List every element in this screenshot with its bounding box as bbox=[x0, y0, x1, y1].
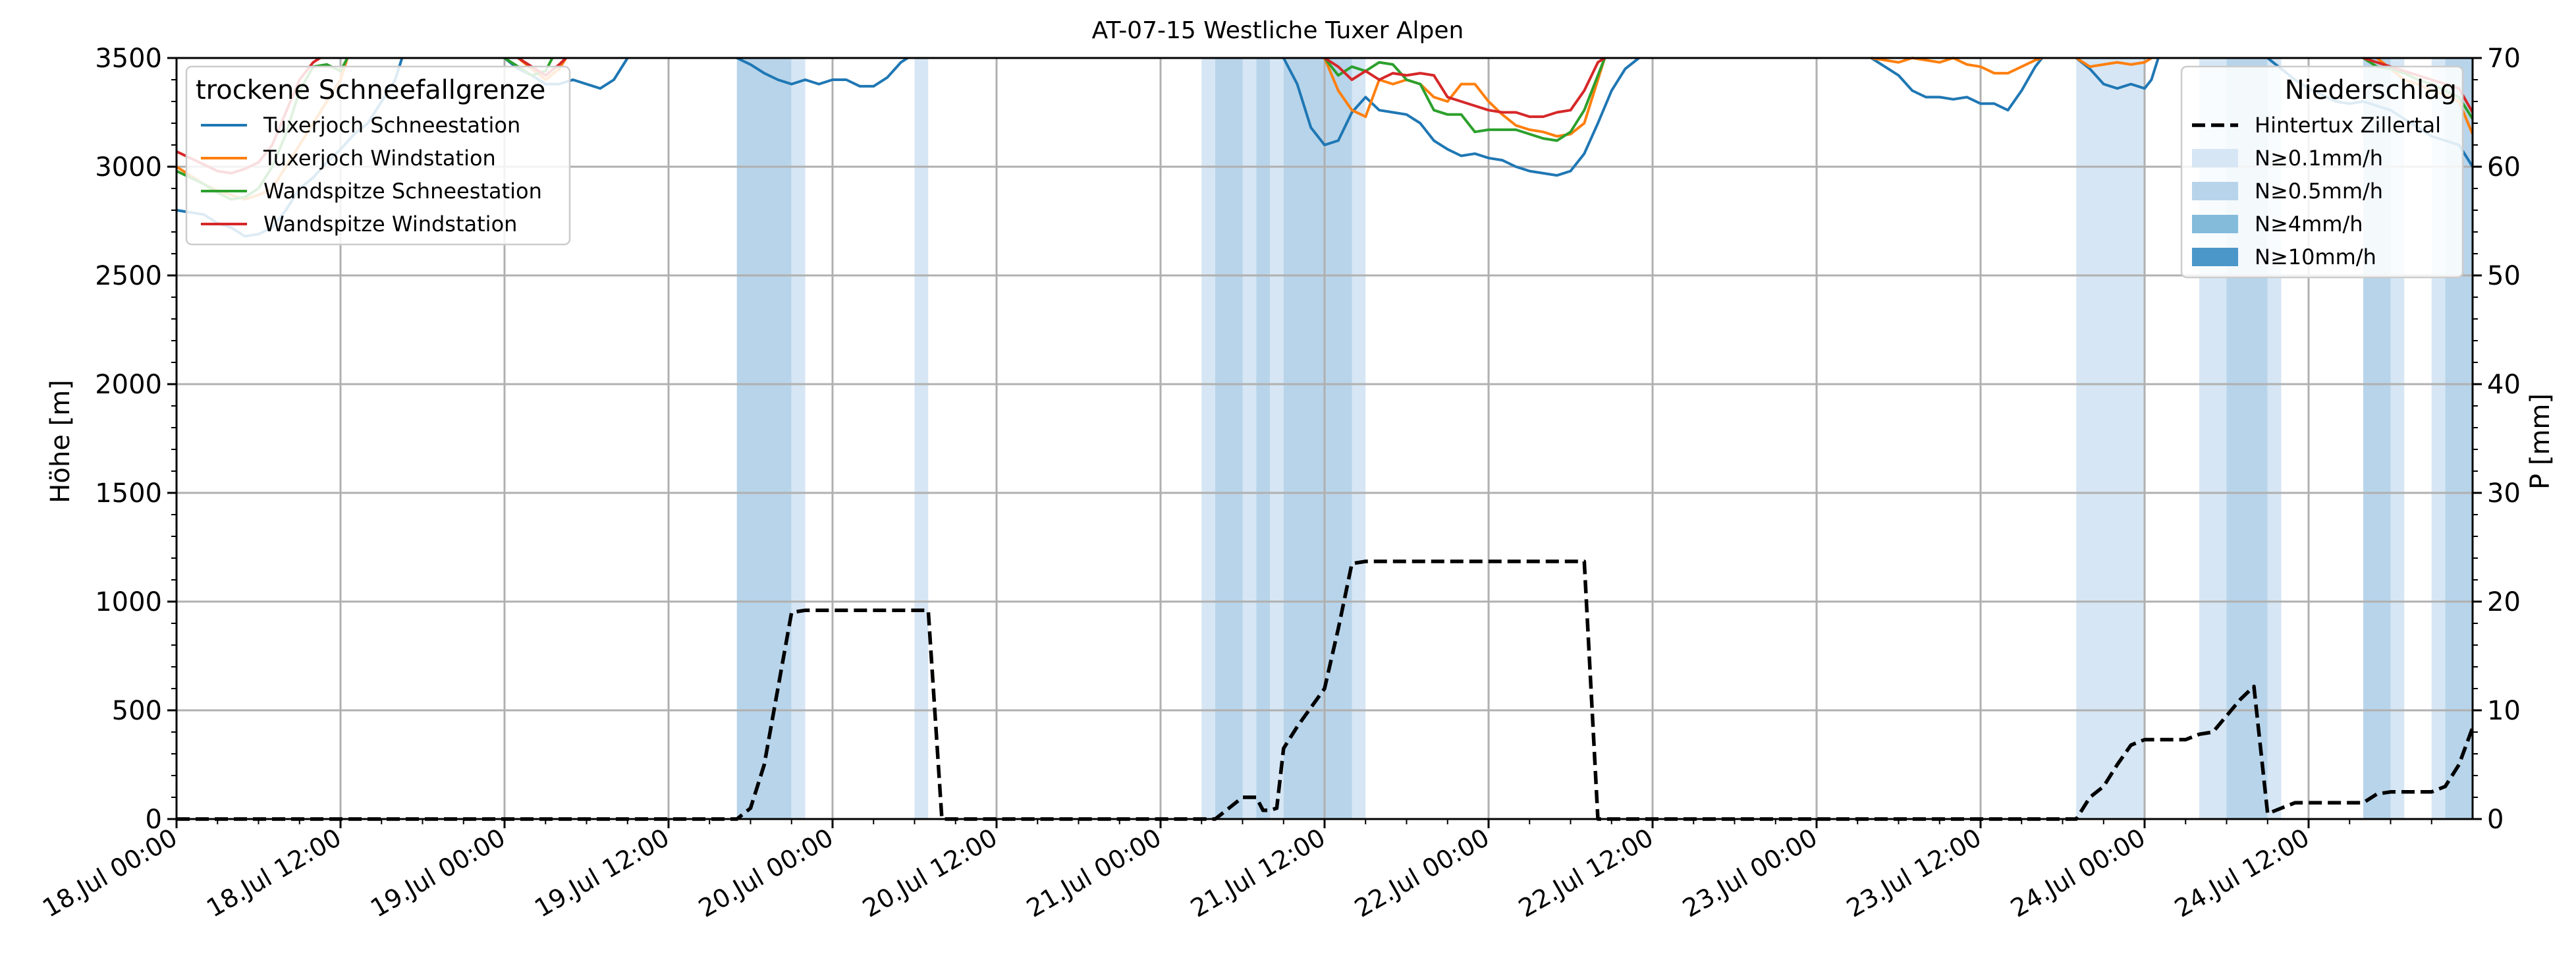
legend-right-band-swatch-1 bbox=[2192, 182, 2238, 200]
precip-band-6 bbox=[1256, 58, 1270, 819]
precip-band-7 bbox=[1270, 58, 1284, 819]
y-left-tick-label-0: 0 bbox=[146, 805, 162, 835]
y-right-tick-label-3: 30 bbox=[2487, 478, 2521, 509]
legend-right-box bbox=[2180, 65, 2464, 279]
legend-schneefallgrenze: trockene Schneefallgrenze Tuxerjoch Schne… bbox=[185, 65, 571, 246]
precip-band-4 bbox=[1215, 58, 1243, 819]
legend-right-band-label-1: N≥0.5mm/h bbox=[2255, 179, 2383, 204]
y-axis-right-label: P [mm] bbox=[2525, 393, 2556, 490]
legend-right-band-label-3: N≥10mm/h bbox=[2255, 244, 2376, 269]
y-left-tick-label-6: 3000 bbox=[95, 152, 162, 183]
y-right-tick-label-7: 70 bbox=[2487, 43, 2521, 74]
legend-niederschlag: Niederschlag Hintertux Zillertal N≥0.1mm/h… bbox=[2180, 65, 2464, 279]
legend-right-band-swatch-3 bbox=[2192, 248, 2238, 266]
legend-right-band-label-0: N≥0.1mm/h bbox=[2255, 146, 2383, 171]
legend-left-label-3: Wandspitze Windstation bbox=[263, 212, 517, 237]
legend-right-band-swatch-2 bbox=[2192, 215, 2238, 233]
legend-right-band-swatch-0 bbox=[2192, 149, 2238, 167]
y-right-tick-label-4: 40 bbox=[2487, 370, 2521, 400]
y-axis-left-label: Höhe [m] bbox=[45, 380, 76, 503]
legend-left-label-1: Tuxerjoch Windstation bbox=[263, 146, 496, 171]
precip-band-5 bbox=[1242, 58, 1257, 819]
legend-right-band-label-2: N≥4mm/h bbox=[2255, 212, 2363, 237]
y-right-tick-label-5: 50 bbox=[2487, 261, 2521, 291]
chart-title: AT-07-15 Westliche Tuxer Alpen bbox=[1092, 17, 1464, 44]
legend-left-title: trockene Schneefallgrenze bbox=[196, 75, 545, 105]
precip-band-10 bbox=[2076, 58, 2145, 819]
precip-band-0 bbox=[736, 58, 792, 819]
y-right-tick-label-2: 20 bbox=[2487, 587, 2521, 617]
y-right-tick-label-0: 0 bbox=[2487, 805, 2504, 835]
precip-band-8 bbox=[1283, 58, 1352, 819]
precip-band-9 bbox=[1352, 58, 1366, 819]
y-left-tick-label-4: 2000 bbox=[95, 370, 162, 400]
y-left-tick-label-7: 3500 bbox=[95, 43, 162, 74]
precip-line bbox=[177, 559, 2475, 821]
legend-right-title: Niederschlag bbox=[2285, 75, 2457, 105]
y-left-tick-label-2: 1000 bbox=[95, 587, 162, 617]
legend-left-label-2: Wandspitze Schneestation bbox=[263, 179, 542, 204]
y-left-tick-label-5: 2500 bbox=[95, 261, 162, 291]
precip-band-3 bbox=[1201, 58, 1215, 819]
precip-band-1 bbox=[791, 58, 806, 819]
y-left-tick-label-1: 500 bbox=[112, 696, 162, 726]
legend-left-label-0: Tuxerjoch Schneestation bbox=[263, 113, 520, 138]
legend-left-box bbox=[185, 65, 571, 246]
precip-band-2 bbox=[914, 58, 929, 819]
y-left-tick-label-3: 1500 bbox=[95, 478, 162, 509]
y-right-tick-label-1: 10 bbox=[2487, 696, 2521, 726]
y-right-tick-label-6: 60 bbox=[2487, 152, 2521, 183]
legend-right-line-label: Hintertux Zillertal bbox=[2255, 113, 2441, 138]
